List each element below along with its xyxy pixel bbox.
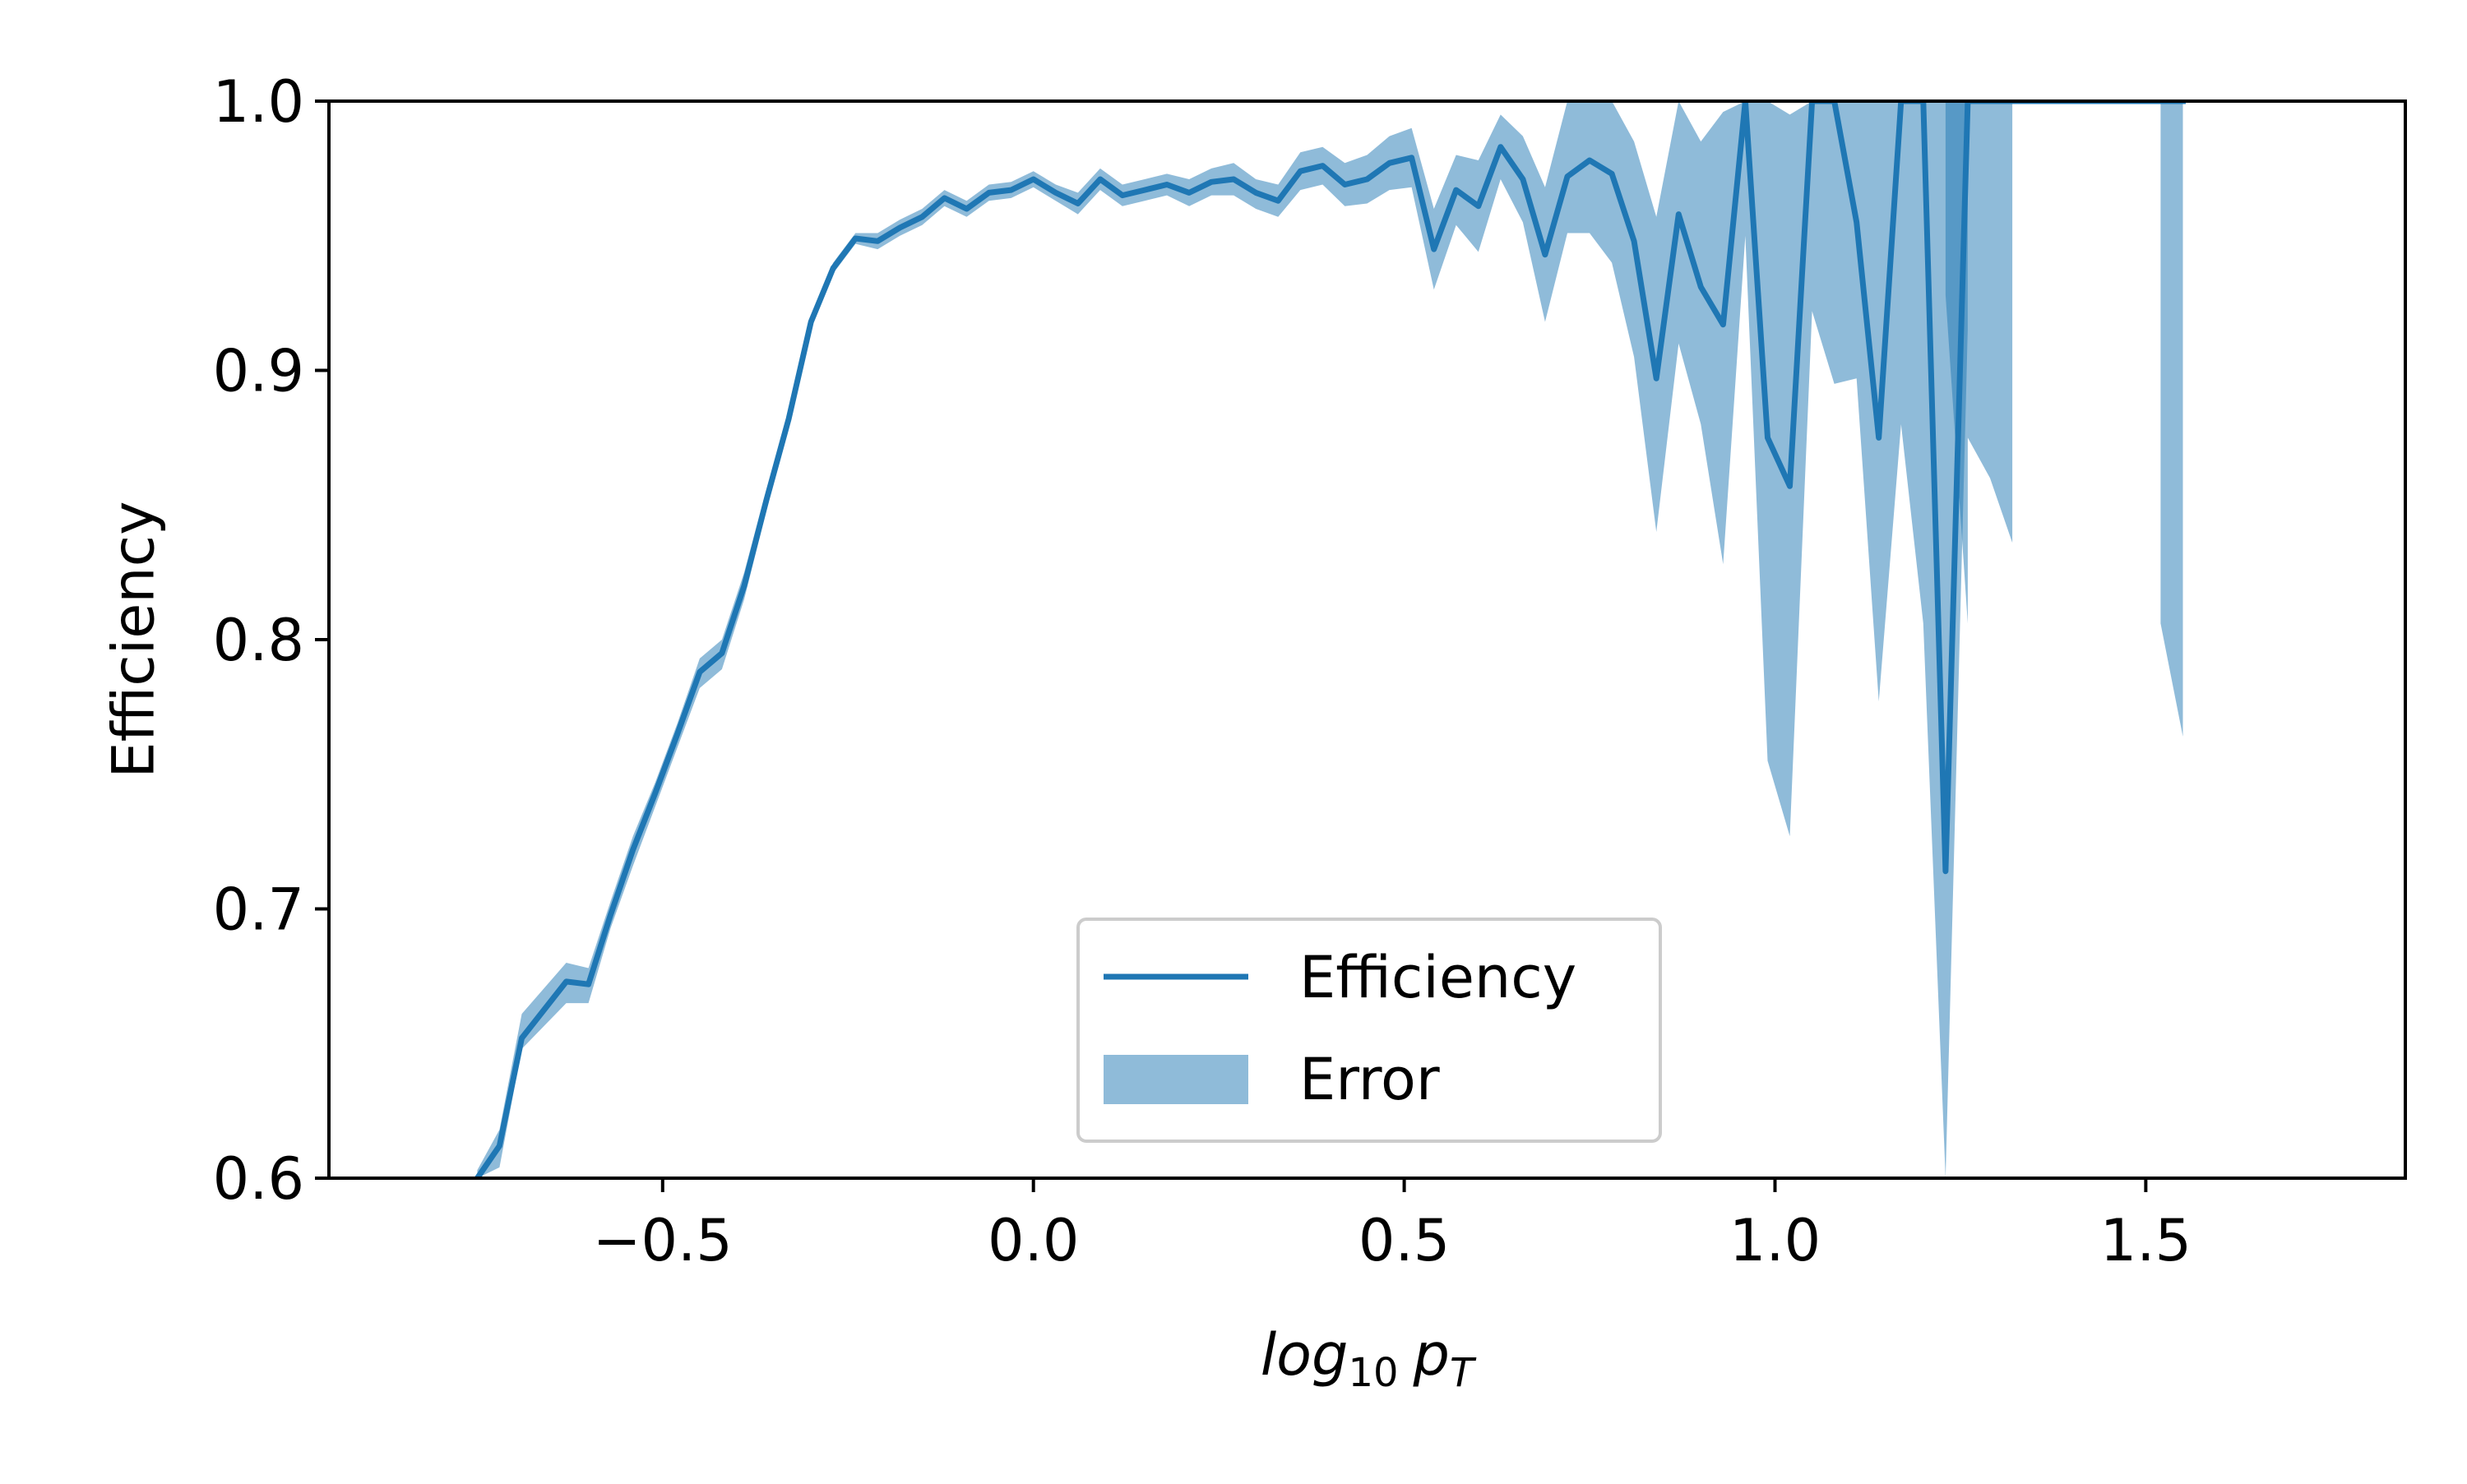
x-axis-label: log10 pT (1261, 1321, 1477, 1396)
efficiency-line (474, 101, 2186, 1178)
error-band (477, 101, 1968, 1178)
x-tick-label: 1.5 (2100, 1207, 2192, 1274)
y-tick-label: 0.9 (213, 338, 304, 405)
x-axis-ticks: −0.5 0.0 0.5 1.0 1.5 (593, 1178, 2192, 1274)
y-axis-label: Efficiency (100, 501, 168, 778)
y-tick-label: 0.6 (213, 1145, 304, 1213)
legend-efficiency-label: Efficiency (1299, 944, 1576, 1011)
legend-error-swatch (1104, 1055, 1248, 1104)
y-tick-label: 1.0 (213, 68, 304, 136)
x-tick-label: −0.5 (593, 1207, 733, 1274)
legend-error-label: Error (1299, 1046, 1440, 1113)
y-axis-ticks: 0.6 0.7 0.8 0.9 1.0 (213, 68, 329, 1213)
x-tick-label: 0.5 (1358, 1207, 1450, 1274)
x-axis-label-var-sub: T (1450, 1350, 1477, 1396)
x-axis-label-base-sub: 10 (1348, 1350, 1398, 1396)
efficiency-line-layer (474, 101, 2186, 1178)
y-tick-label: 0.8 (213, 607, 304, 674)
error-band-segment-3 (2160, 101, 2183, 737)
legend: Efficiency Error (1076, 918, 1662, 1143)
y-tick-label: 0.7 (213, 876, 304, 944)
x-tick-label: 1.0 (1729, 1207, 1821, 1274)
x-tick-label: 0.0 (988, 1207, 1079, 1274)
x-axis-label-var: p (1413, 1321, 1450, 1389)
x-axis-label-base: log (1261, 1321, 1349, 1389)
error-band-segment-2 (1967, 101, 2013, 543)
